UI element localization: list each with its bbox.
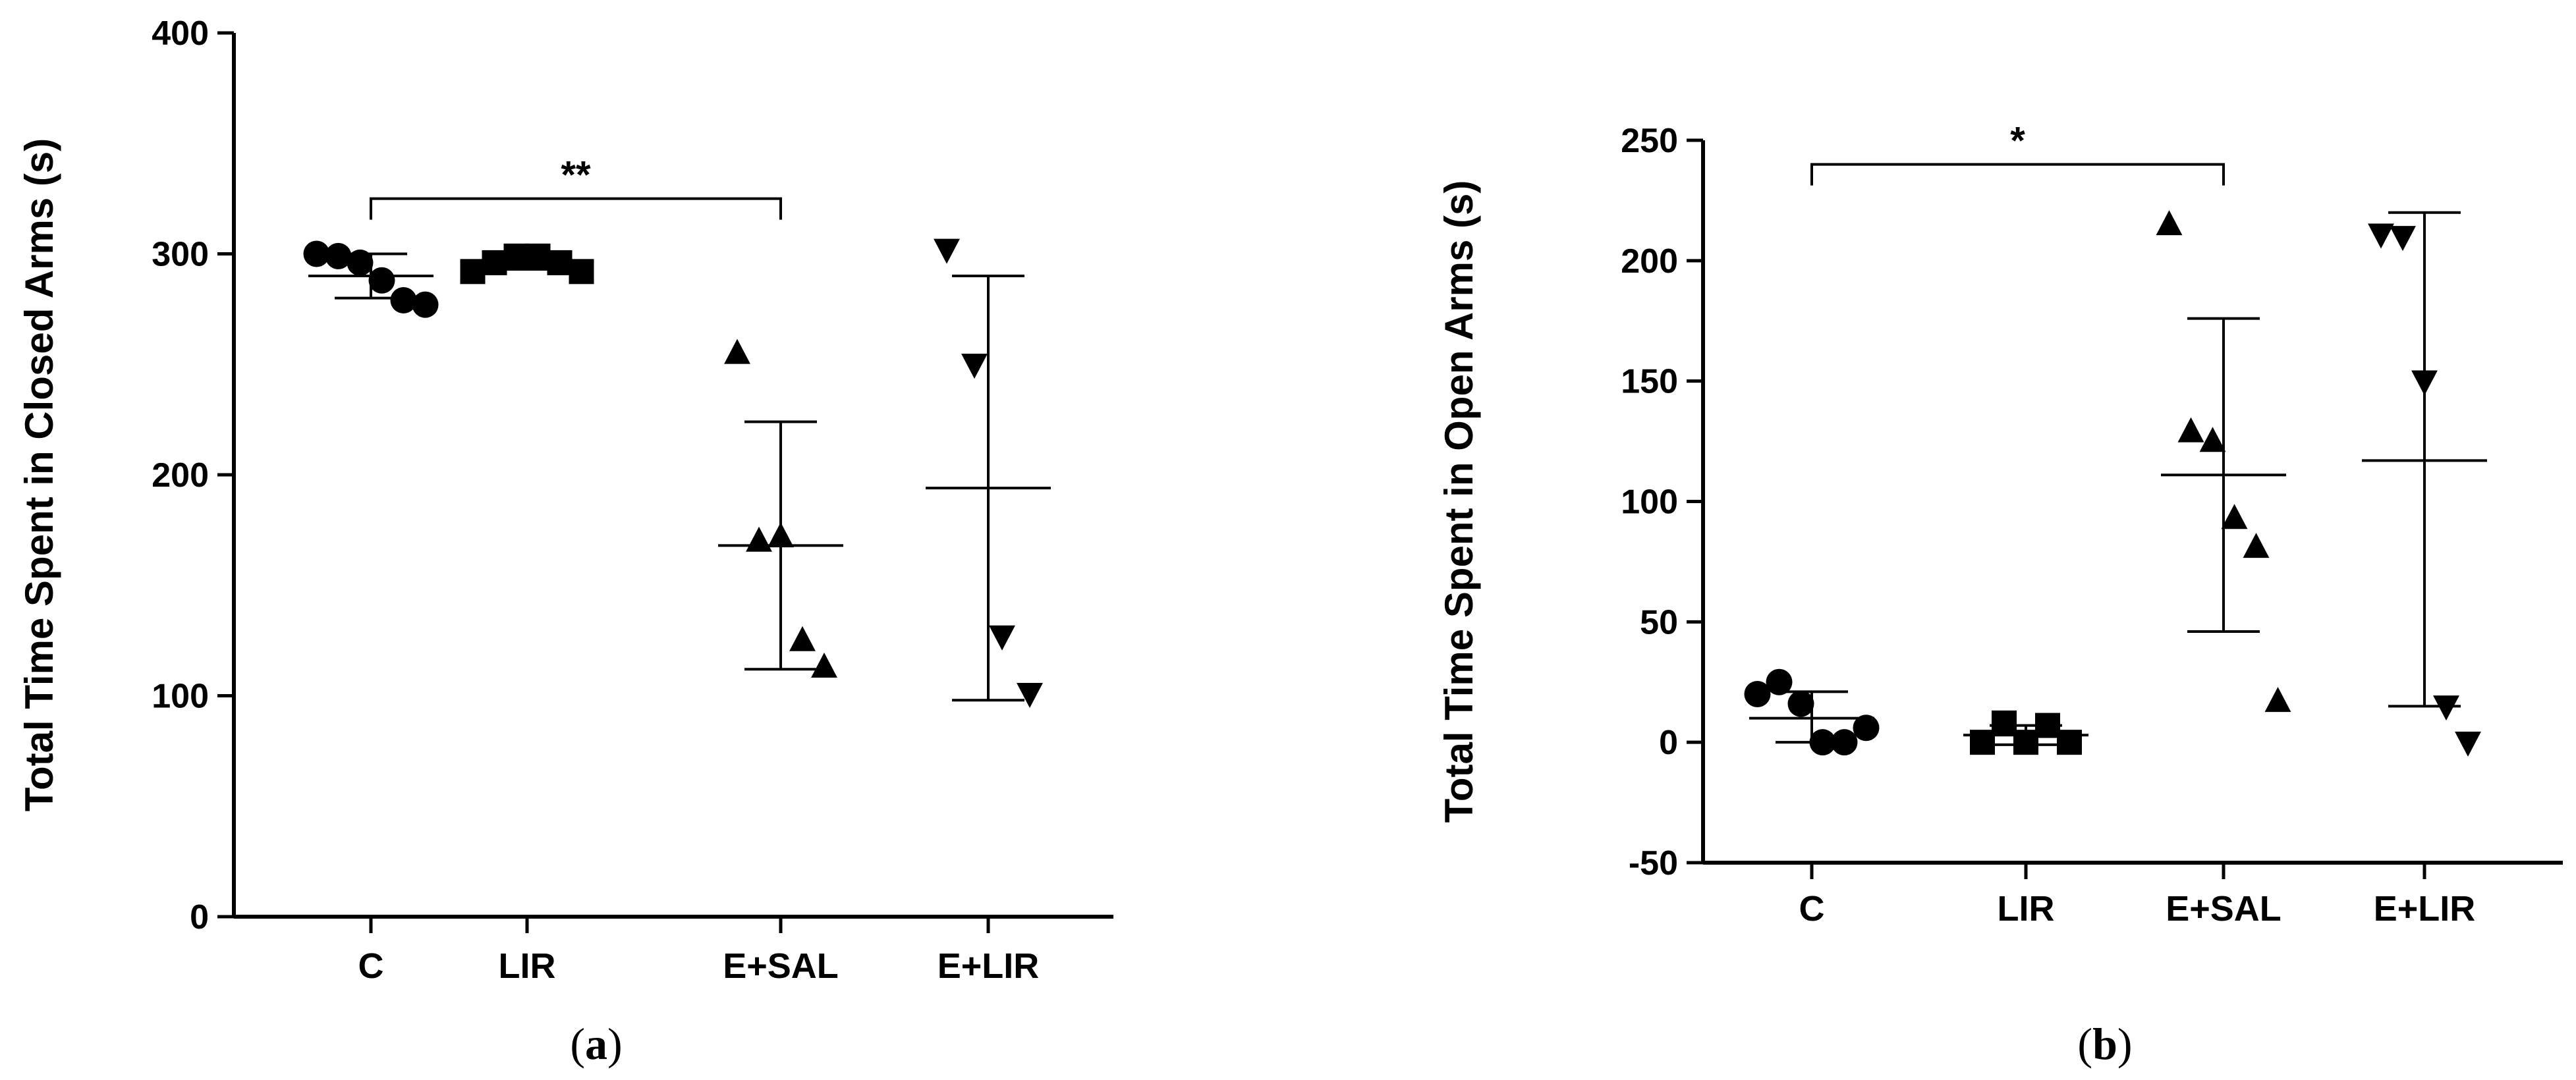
data-point xyxy=(1017,682,1043,708)
series-e-sal xyxy=(718,338,843,678)
data-point xyxy=(1744,681,1771,708)
panel-label-open-paren: ( xyxy=(2077,1019,2092,1069)
data-point xyxy=(768,522,794,548)
significance-bracket xyxy=(1810,163,2225,186)
y-tick-label: 250 xyxy=(1621,122,1678,160)
data-point xyxy=(347,249,374,276)
y-tick-label: 200 xyxy=(1621,242,1678,281)
series-e-sal xyxy=(2156,210,2291,713)
data-point xyxy=(460,259,486,284)
data-point xyxy=(2411,370,2438,396)
data-point xyxy=(2368,223,2394,249)
y-tick-label: -50 xyxy=(1629,844,1678,882)
data-point xyxy=(1831,729,1858,756)
data-point xyxy=(569,259,594,284)
data-point xyxy=(2035,713,2060,738)
significance-label: * xyxy=(2010,120,2025,163)
data-point xyxy=(789,626,816,651)
data-point xyxy=(1970,730,1995,755)
data-point xyxy=(303,240,330,267)
y-tick-label: 0 xyxy=(190,898,209,936)
panel-label-open-paren: ( xyxy=(570,1019,585,1069)
data-point xyxy=(2264,687,2291,713)
data-point xyxy=(1787,690,1814,717)
panel-label-letter: b xyxy=(2092,1019,2117,1069)
y-axis-title: Total Time Spent in Closed Arms (s) xyxy=(17,138,61,811)
data-point xyxy=(412,291,439,318)
panel-label: (a) xyxy=(570,1019,622,1069)
y-axis-title: Total Time Spent in Open Arms (s) xyxy=(1437,180,1481,823)
x-tick-label: E+LIR xyxy=(938,946,1040,986)
x-tick-label: E+LIR xyxy=(2374,889,2476,929)
data-point xyxy=(2199,427,2226,452)
x-tick-label: E+SAL xyxy=(2166,889,2282,929)
data-point xyxy=(2156,210,2183,236)
data-point xyxy=(961,354,988,379)
x-tick-label: C xyxy=(1799,889,1825,929)
data-point xyxy=(2177,417,2204,443)
data-point xyxy=(2433,695,2459,721)
panel-b: -50 0 50 100 150 200 250 C LIR E+SAL E+LIR Total Ti… xyxy=(1437,120,2563,1069)
data-point xyxy=(2243,533,2270,558)
x-tick-label: E+SAL xyxy=(723,946,839,986)
panel-label-close-paren: ) xyxy=(2117,1019,2133,1069)
y-tick-label: 150 xyxy=(1621,363,1678,401)
y-tick-label: 300 xyxy=(152,236,209,274)
y-tick-label: 100 xyxy=(152,678,209,716)
panel-label-close-paren: ) xyxy=(607,1019,623,1069)
data-point xyxy=(325,242,352,269)
data-point xyxy=(525,243,551,269)
x-tick-label: LIR xyxy=(1998,889,2055,929)
data-point xyxy=(934,238,960,264)
panel-label: (b) xyxy=(2077,1019,2132,1069)
data-point xyxy=(503,243,529,269)
data-point xyxy=(368,267,395,294)
y-tick-label: 100 xyxy=(1621,483,1678,522)
series-e-lir xyxy=(926,238,1051,708)
data-point xyxy=(724,338,750,364)
series-c xyxy=(303,240,439,318)
x-tick-label: C xyxy=(358,946,384,986)
series-c xyxy=(1744,668,1880,756)
data-point xyxy=(2390,226,2416,252)
data-point xyxy=(390,286,417,313)
data-point xyxy=(989,625,1015,651)
panel-a: 0 100 200 300 400 C LIR E+SAL E+LIR Total Time Sp… xyxy=(17,14,1113,1069)
data-point xyxy=(811,653,837,678)
data-point xyxy=(2057,730,2082,755)
significance-label: ** xyxy=(561,154,591,197)
series-e-lir xyxy=(2362,211,2487,757)
data-point xyxy=(2221,504,2248,529)
y-tick-label: 0 xyxy=(1659,724,1678,762)
data-point xyxy=(482,250,507,275)
y-tick-label: 200 xyxy=(152,456,209,495)
data-point xyxy=(1992,710,2017,736)
series-lir xyxy=(460,243,594,284)
data-point xyxy=(1809,729,1836,756)
data-point xyxy=(1853,715,1880,742)
data-point xyxy=(746,526,772,552)
data-point xyxy=(2455,732,2481,757)
y-tick-label: 50 xyxy=(1640,603,1678,641)
data-point xyxy=(2013,730,2038,755)
y-tick-label: 400 xyxy=(152,14,209,53)
data-point xyxy=(547,250,573,275)
data-point xyxy=(1766,668,1793,695)
series-lir xyxy=(1963,710,2088,755)
panel-label-letter: a xyxy=(585,1019,607,1069)
x-tick-label: LIR xyxy=(499,946,556,986)
significance-bracket xyxy=(370,197,782,220)
